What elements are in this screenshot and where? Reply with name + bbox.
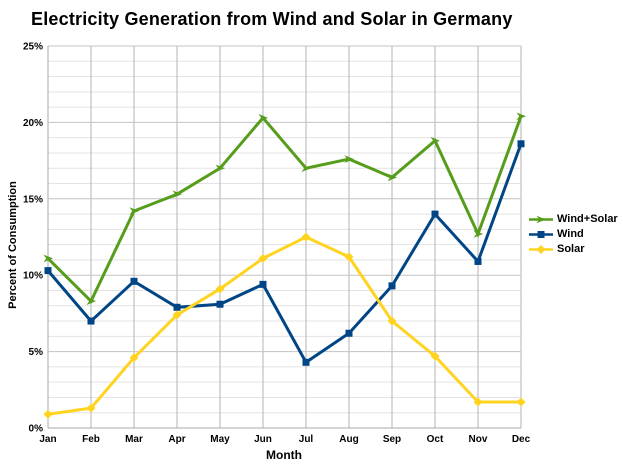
wind-solar-arrow-right-marker-icon [301, 164, 311, 173]
wind-square-marker-icon [44, 267, 52, 275]
y-axis-label: 10% [23, 271, 43, 282]
solar-diamond-legend-icon [529, 244, 553, 254]
wind-solar-arrow-right-legend-icon [529, 215, 553, 223]
legend: Wind+Solar Wind Solar [529, 212, 618, 256]
wind-square-marker-icon [431, 210, 439, 218]
legend-label: Wind+Solar [557, 213, 618, 225]
x-axis-label: Feb [82, 434, 100, 445]
solar-diamond-marker-icon [86, 403, 96, 413]
solar-diamond-marker-icon [258, 253, 268, 263]
wind-square-marker-icon [173, 303, 181, 311]
solar-diamond-marker-icon [301, 232, 311, 242]
wind-square-legend-icon [529, 230, 553, 238]
solar-diamond-marker-icon [516, 397, 526, 407]
wind-solar-arrow-right-marker-icon [516, 112, 526, 121]
wind-solar-arrow-right-marker-icon [387, 173, 397, 182]
wind-solar-arrow-right-marker-icon [215, 164, 225, 173]
solar-diamond-marker-icon [215, 284, 225, 294]
solar-diamond-marker-icon [430, 351, 440, 361]
solar-diamond-marker-icon [473, 397, 483, 407]
wind-square-marker-icon [259, 280, 267, 288]
x-axis-label: Sep [383, 434, 401, 445]
solar-diamond-marker-icon [43, 409, 53, 419]
chart-title: Electricity Generation from Wind and Sol… [31, 9, 513, 29]
solar-diamond-marker-icon [344, 252, 354, 262]
legend-label: Wind [557, 228, 584, 240]
x-axis-label: Jan [39, 434, 56, 445]
y-axis-label: 15% [23, 194, 43, 205]
wind-square-marker-icon [87, 317, 95, 325]
y-axis-label: 25% [23, 42, 43, 53]
legend-item-wind: Wind [529, 227, 618, 241]
series-wind-solar [43, 112, 526, 305]
wind-solar-arrow-right-marker-icon [129, 207, 139, 215]
legend-item-solar: Solar [529, 242, 618, 256]
solar-diamond-marker-icon [129, 353, 139, 363]
y-axis-label: 20% [23, 118, 43, 129]
x-axis-label: Nov [469, 434, 488, 445]
wind-solar-arrow-right-marker-icon [344, 155, 354, 163]
x-axis-title: Month [266, 448, 302, 462]
wind-solar-arrow-right-marker-icon [172, 190, 182, 199]
x-axis-label: Jul [299, 434, 314, 445]
wind-square-marker-icon [517, 140, 525, 148]
legend-item-wind-solar: Wind+Solar [529, 212, 618, 226]
wind-solar-arrow-right-marker-icon [86, 297, 96, 305]
x-axis-label: Apr [168, 434, 185, 445]
series-solar [43, 232, 526, 419]
wind-solar-arrow-right-marker-icon [430, 136, 440, 145]
legend-label: Solar [557, 243, 585, 255]
wind-square-marker-icon [216, 300, 224, 308]
x-axis-label: Jun [254, 434, 272, 445]
wind-square-marker-icon [474, 257, 482, 265]
wind-square-marker-icon [388, 282, 396, 290]
series-line-solar [47, 235, 521, 416]
wind-square-marker-icon [302, 358, 310, 366]
series-line-wind [46, 143, 523, 365]
y-axis-label: 0% [29, 424, 44, 435]
wind-solar-arrow-right-marker-icon [258, 114, 268, 122]
wind-solar-arrow-right-marker-icon [473, 230, 483, 238]
x-axis-label: Dec [512, 434, 531, 445]
series-wind [44, 140, 525, 366]
wind-solar-arrow-right-marker-icon [43, 254, 53, 263]
y-axis-label: 5% [29, 347, 44, 358]
x-axis-label: Mar [125, 434, 143, 445]
wind-square-marker-icon [345, 329, 353, 337]
x-axis-label: Oct [427, 434, 444, 445]
solar-diamond-marker-icon [387, 316, 397, 326]
x-axis-label: May [210, 434, 230, 445]
series-line-wind-solar [46, 115, 523, 304]
x-axis-label: Aug [339, 434, 358, 445]
solar-diamond-marker-icon [172, 310, 182, 320]
wind-square-marker-icon [130, 277, 138, 285]
